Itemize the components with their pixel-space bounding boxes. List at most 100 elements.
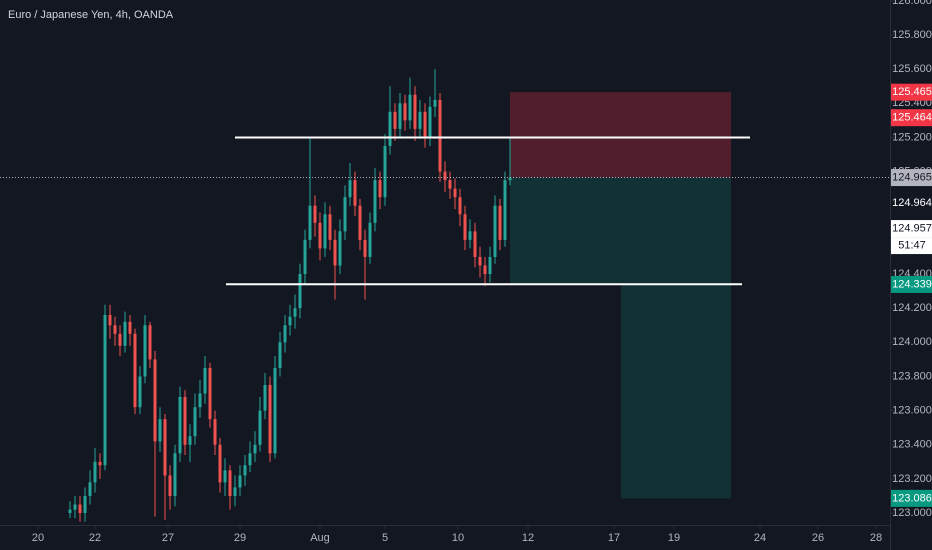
x-tick-label: 27: [162, 532, 174, 544]
x-tick-label: 19: [668, 532, 680, 544]
x-tick-label: 28: [870, 532, 882, 544]
candle-body: [258, 410, 262, 445]
y-tick-label: 124.200: [892, 302, 932, 314]
candle-body: [243, 465, 247, 476]
candle-body: [423, 111, 427, 138]
candle-body: [78, 504, 82, 514]
y-tick-label: 125.200: [892, 131, 932, 143]
candle-body: [103, 315, 107, 466]
candle-body: [188, 436, 192, 445]
x-tick-label: 26: [812, 532, 824, 544]
candle-body: [288, 316, 292, 326]
candle-body: [453, 188, 457, 198]
countdown: 51:47: [898, 239, 926, 251]
y-tick-label: 123.200: [892, 473, 932, 485]
candle-body: [268, 385, 272, 454]
candle-body: [483, 265, 487, 275]
candle-body: [393, 111, 397, 129]
candle-body: [148, 325, 152, 360]
candle-body: [303, 239, 307, 275]
candle-body: [338, 231, 342, 266]
target-label: 124.339: [892, 278, 932, 290]
candle-body: [128, 321, 132, 334]
price-label-bg: [891, 220, 932, 238]
candle-body: [388, 111, 392, 146]
candle-body: [438, 99, 442, 172]
candle-body: [448, 180, 452, 189]
y-tick-label: 123.800: [892, 370, 932, 382]
price-label: 125.465: [892, 86, 932, 98]
candle-body: [488, 256, 492, 275]
candle-body: [378, 180, 382, 198]
candle-body: [323, 214, 327, 249]
candle-body: [248, 453, 252, 466]
candle-body: [353, 180, 357, 206]
x-tick-label: 22: [89, 532, 101, 544]
candle-body: [508, 177, 512, 181]
candle-body: [358, 205, 362, 240]
target-label-bg: [891, 275, 932, 293]
chart-title: Euro / Japanese Yen, 4h, OANDA: [8, 9, 174, 21]
candle-body: [223, 470, 227, 483]
candle-body: [113, 325, 117, 334]
price-label: 125.464: [892, 112, 932, 124]
plot: [0, 69, 890, 522]
candle-body: [313, 205, 317, 223]
candle-body: [398, 103, 402, 129]
candle-body: [273, 367, 277, 454]
x-tick-label: 5: [382, 532, 388, 544]
target-label: 123.086: [892, 492, 932, 504]
candle-body: [373, 180, 377, 223]
price-label: 124.964: [892, 197, 932, 209]
candle-body: [163, 419, 167, 476]
candle-body: [228, 470, 232, 496]
x-tick-label: 20: [32, 532, 44, 544]
candle-body: [173, 453, 177, 496]
candle-body: [168, 475, 172, 496]
price-label-bg: [891, 109, 932, 127]
price-label: 124.957: [892, 222, 932, 234]
candle-body: [348, 180, 352, 198]
candle-body: [133, 333, 137, 408]
candle-body: [308, 205, 312, 240]
candle-body: [443, 171, 447, 181]
candle-body: [118, 333, 122, 346]
candle-body: [473, 231, 477, 257]
candle-body: [298, 274, 302, 309]
candle-body: [203, 367, 207, 394]
candle-body: [363, 239, 367, 257]
candle-body: [503, 180, 507, 240]
x-tick-label: Aug: [310, 532, 330, 544]
candle-body: [73, 504, 77, 510]
y-tick-label: 125.800: [892, 29, 932, 41]
candle-body: [493, 205, 497, 257]
target-label-bg: [891, 489, 932, 507]
x-tick-label: 29: [234, 532, 246, 544]
candle-body: [193, 407, 197, 437]
candle-body: [283, 325, 287, 343]
candle-body: [198, 393, 202, 408]
candle-body: [333, 239, 337, 266]
price-label-bg: [891, 194, 932, 212]
candle-body: [368, 222, 372, 257]
candle-body: [433, 99, 437, 107]
candle-body: [233, 487, 237, 496]
price-label: 124.965: [892, 171, 932, 183]
candle-body: [138, 376, 142, 408]
candle-body: [498, 205, 502, 240]
candle-body: [83, 495, 87, 514]
candle-body: [93, 461, 97, 483]
x-tick-label: 17: [608, 532, 620, 544]
candle-body: [253, 444, 257, 454]
y-tick-label: 123.600: [892, 405, 932, 417]
candle-body: [278, 342, 282, 368]
candle-body: [383, 145, 387, 198]
candle-body: [98, 461, 102, 466]
candle-body: [153, 359, 157, 442]
candle-body: [463, 214, 467, 240]
target-zone: [510, 177, 731, 285]
candle-body: [88, 482, 92, 496]
candle-body: [238, 475, 242, 488]
candle-body: [108, 315, 112, 326]
